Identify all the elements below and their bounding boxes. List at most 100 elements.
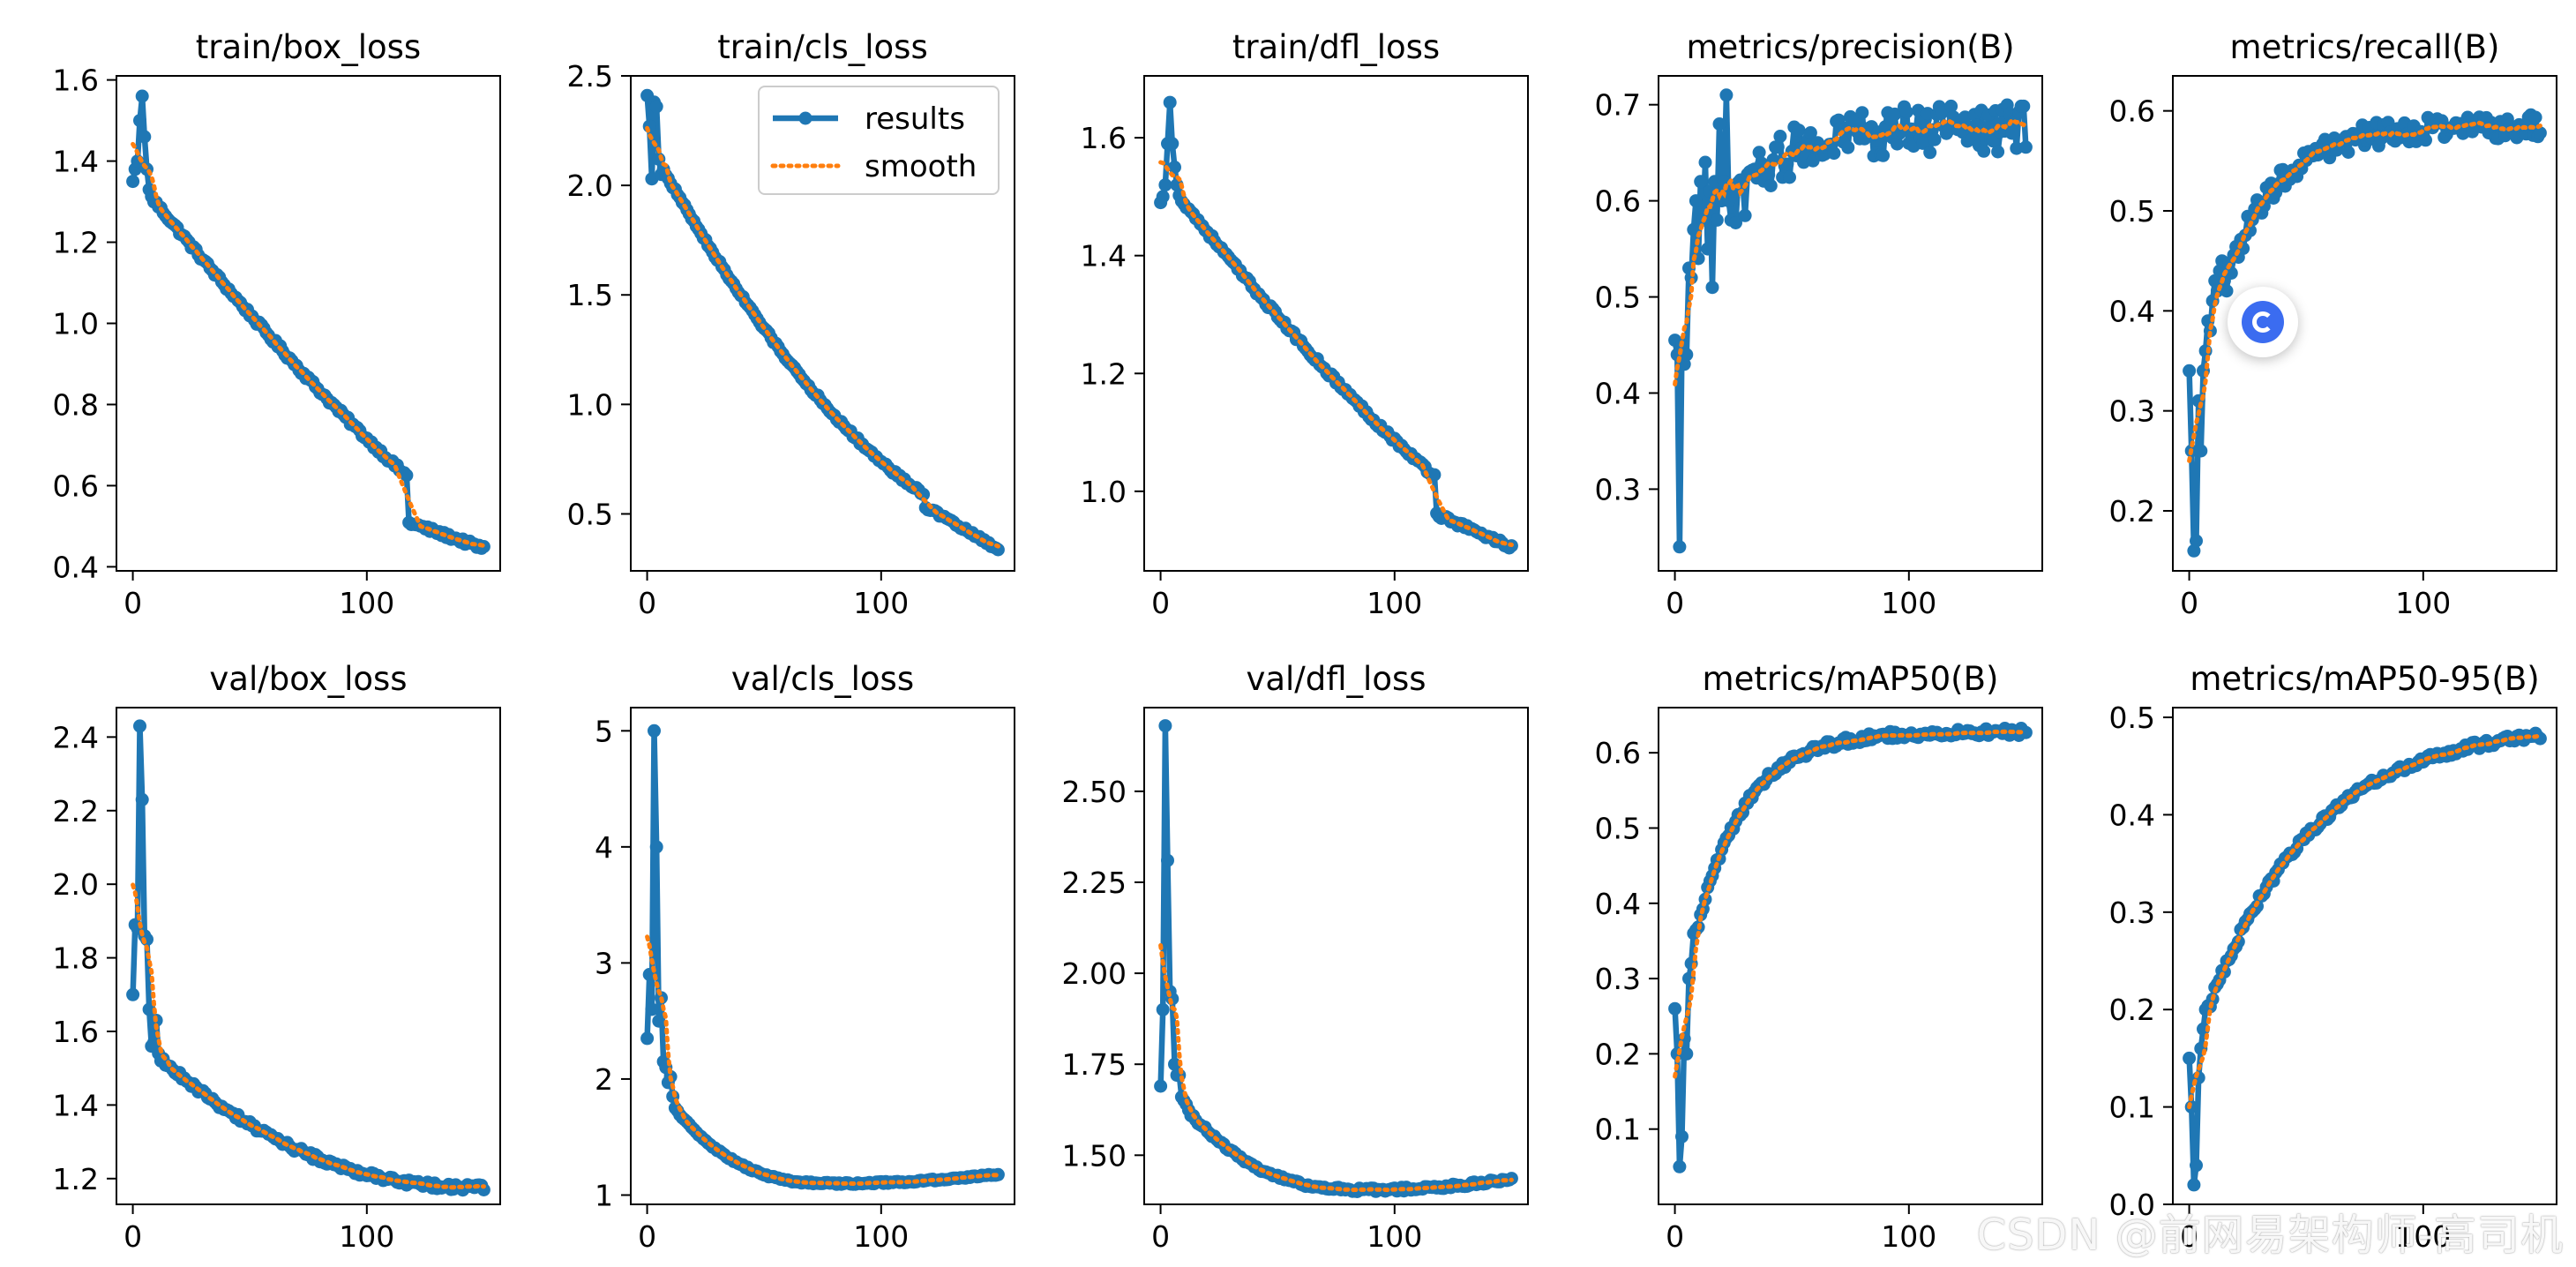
result-point bbox=[1701, 242, 1715, 256]
results-markers bbox=[640, 723, 1005, 1191]
chart-panel-9: metrics/mAP50(B) 0 100 0.1 0.2 0.3 0.4 0.5 0.6 bbox=[1595, 660, 2043, 1254]
plot-area bbox=[1154, 95, 1518, 555]
chart-panel-1: train/box_loss 0 100 0.4 0.6 0.8 1.0 1.2 1.4 1.6 bbox=[53, 28, 501, 620]
x-tick-label: 0 bbox=[124, 1219, 142, 1254]
axes-frame bbox=[1143, 707, 1529, 1205]
y-tick-label: 2.25 bbox=[1062, 866, 1127, 900]
y-tick-label: 4 bbox=[595, 830, 613, 865]
x-tick-label: 0 bbox=[638, 1219, 656, 1254]
result-point bbox=[1158, 178, 1172, 192]
y-tick-label: 2.00 bbox=[1062, 956, 1127, 991]
result-point bbox=[142, 1002, 156, 1016]
result-point bbox=[1876, 148, 1891, 162]
result-point bbox=[1783, 170, 1796, 184]
y-tick-label: 1.75 bbox=[1062, 1047, 1127, 1082]
y-tick-label: 2 bbox=[595, 1062, 613, 1097]
axes-frame bbox=[116, 707, 501, 1205]
result-point bbox=[648, 723, 661, 738]
y-tick-label: 0.2 bbox=[1595, 1037, 1641, 1071]
smooth-line bbox=[2187, 733, 2542, 1110]
plot-area bbox=[2183, 108, 2547, 558]
y-tick-label: 2.5 bbox=[567, 59, 613, 94]
result-point bbox=[1168, 1057, 1181, 1071]
result-point bbox=[1916, 136, 1930, 150]
smooth-line bbox=[1673, 116, 2028, 386]
results-line bbox=[1672, 725, 2027, 1170]
y-tick-label: 0.6 bbox=[2109, 94, 2155, 129]
smooth-line bbox=[131, 141, 486, 549]
plot-area bbox=[126, 719, 490, 1197]
y-tick-label: 1 bbox=[595, 1178, 613, 1212]
result-point bbox=[1687, 222, 1701, 236]
y-tick-label: 0.8 bbox=[53, 387, 99, 422]
floating-assistant-button[interactable] bbox=[2228, 287, 2298, 357]
result-point bbox=[1891, 137, 1904, 151]
plot-area bbox=[640, 88, 1005, 557]
chart-title: train/cls_loss bbox=[717, 28, 927, 66]
result-point bbox=[1158, 719, 1172, 733]
y-tick-label: 0.4 bbox=[1595, 376, 1641, 410]
result-point bbox=[1668, 1001, 1682, 1016]
plot-area bbox=[1668, 88, 2033, 554]
plot-area bbox=[2183, 726, 2547, 1192]
y-tick-label: 1.0 bbox=[53, 307, 99, 341]
y-tick-label: 5 bbox=[595, 714, 613, 748]
chart-panel-10: metrics/mAP50-95(B) 0 100 0.0 0.1 0.2 0.3 0.4 0.… bbox=[2109, 660, 2557, 1254]
y-tick-label: 0.6 bbox=[1595, 736, 1641, 770]
y-tick-label: 2.0 bbox=[53, 867, 99, 902]
y-tick-label: 1.4 bbox=[53, 145, 99, 179]
x-tick-label: 0 bbox=[2180, 1219, 2198, 1254]
result-point bbox=[1855, 106, 1869, 120]
result-point bbox=[2419, 133, 2432, 147]
y-tick-label: 2.4 bbox=[53, 720, 99, 754]
y-tick-label: 1.0 bbox=[567, 387, 613, 422]
assistant-icon bbox=[2242, 301, 2284, 343]
y-tick-label: 0.3 bbox=[1595, 472, 1641, 506]
y-tick-label: 0.5 bbox=[2109, 194, 2155, 229]
result-point bbox=[1780, 157, 1794, 171]
smooth-line bbox=[131, 882, 486, 1190]
result-point bbox=[1944, 99, 1958, 113]
result-point bbox=[1680, 348, 1694, 362]
y-tick-label: 0.5 bbox=[2109, 701, 2155, 735]
result-point bbox=[1888, 107, 1902, 121]
chart-title: train/dfl_loss bbox=[1232, 28, 1440, 66]
result-point bbox=[476, 1183, 490, 1196]
y-tick-label: 0.3 bbox=[1595, 962, 1641, 996]
result-point bbox=[1762, 168, 1776, 182]
plot-area bbox=[1668, 722, 2033, 1173]
result-point bbox=[1928, 132, 1942, 146]
result-point bbox=[1738, 208, 1752, 222]
results-line bbox=[130, 723, 487, 1193]
result-point bbox=[2005, 126, 2018, 140]
result-point bbox=[135, 792, 149, 806]
chart-title: metrics/recall(B) bbox=[2230, 28, 2500, 66]
result-point bbox=[2187, 544, 2201, 558]
x-tick-label: 100 bbox=[339, 586, 394, 620]
axes-frame bbox=[1658, 707, 2043, 1205]
results-markers bbox=[2183, 726, 2547, 1192]
results-line bbox=[1157, 723, 1514, 1195]
result-point bbox=[1841, 140, 1855, 154]
y-tick-label: 1.8 bbox=[53, 941, 99, 976]
y-tick-label: 1.6 bbox=[53, 64, 99, 98]
results-markers bbox=[126, 89, 490, 555]
result-point bbox=[2183, 1051, 2197, 1065]
result-point bbox=[1991, 145, 2005, 159]
chart-title: train/box_loss bbox=[196, 28, 421, 66]
smooth-line bbox=[1673, 729, 2028, 1079]
y-tick-label: 3 bbox=[595, 946, 613, 980]
chart-title: val/dfl_loss bbox=[1246, 660, 1426, 698]
x-tick-label: 100 bbox=[339, 1219, 394, 1254]
result-point bbox=[917, 487, 931, 501]
result-point bbox=[2018, 140, 2033, 154]
result-point bbox=[1161, 853, 1174, 867]
axes-frame bbox=[1143, 75, 1529, 572]
legend-results-label: results bbox=[865, 101, 965, 137]
results-line bbox=[1157, 99, 1514, 551]
chart-panel-8: val/dfl_loss 0 100 1.50 1.75 2.00 2.25 2.50 bbox=[1062, 660, 1529, 1254]
chart-panel-6: val/box_loss 0 100 1.2 1.4 1.6 1.8 2.0 2.2 2.4 bbox=[53, 660, 501, 1254]
result-point bbox=[1771, 140, 1785, 154]
smooth-line bbox=[645, 934, 1000, 1187]
